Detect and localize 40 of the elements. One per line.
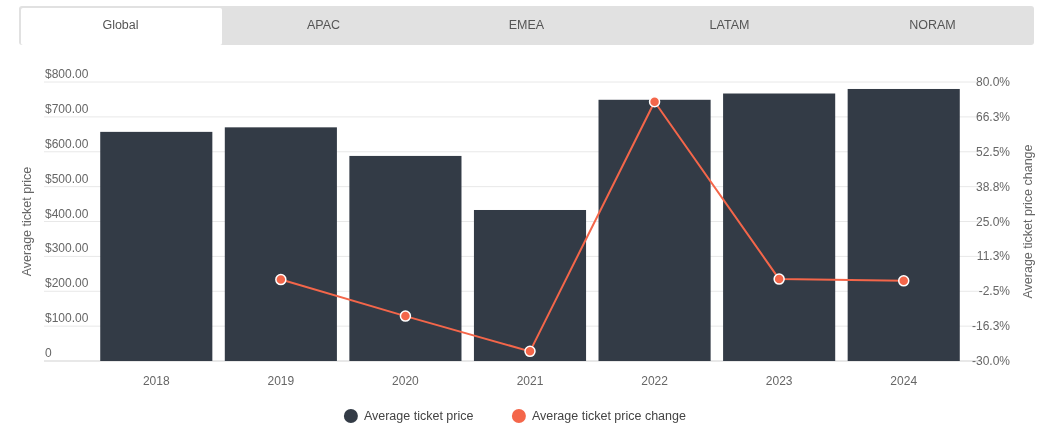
x-tick-label: 2019	[267, 374, 295, 388]
y2-tick-label: 11.3%	[976, 249, 1011, 264]
legend-label: Average ticket price	[363, 409, 474, 423]
x-tick-label: 2023	[765, 374, 793, 388]
y2-tick-label: 38.8%	[975, 179, 1011, 194]
y-tick-label: $200.00	[45, 276, 89, 291]
x-tick-label: 2024	[890, 374, 918, 388]
point	[773, 273, 785, 285]
point	[897, 275, 910, 287]
x-tick-label: 2021	[516, 374, 544, 388]
y-tick-label: 0	[45, 346, 52, 360]
y2-tick-label: -2.5%	[978, 284, 1011, 299]
y2-tick-label: 52.5%	[975, 144, 1011, 159]
text: Global	[102, 18, 139, 32]
text: NORAM	[909, 18, 956, 32]
text: APAC	[306, 18, 341, 32]
y2-tick-label: 80.0%	[975, 75, 1011, 89]
y-tick-label: $400.00	[45, 206, 89, 221]
point	[648, 96, 661, 108]
y-tick-label: $100.00	[45, 311, 89, 326]
point	[524, 345, 536, 358]
y2-axis-title: Average ticket price change	[1021, 144, 1035, 299]
y2-tick-label: -30.0%	[971, 354, 1011, 368]
text: EMEA	[508, 18, 545, 32]
y2-tick-label: 66.3%	[975, 109, 1011, 124]
y2-tick-label: -16.3%	[971, 319, 1011, 334]
y-tick-label: $600.00	[45, 136, 89, 151]
y-axis-title: Average ticket price	[20, 166, 34, 277]
point	[275, 273, 287, 286]
y-tick-label: $500.00	[45, 171, 89, 186]
x-tick-label: 2022	[641, 374, 669, 388]
point	[399, 310, 412, 322]
legend-label: Average ticket price change	[531, 409, 686, 423]
y-tick-label: $300.00	[45, 241, 89, 256]
text: LATAM	[709, 18, 750, 32]
y2-tick-label: 25.0%	[975, 214, 1011, 229]
y-tick-label: $700.00	[45, 101, 89, 116]
x-tick-label: 2020	[392, 374, 420, 388]
y-tick-label: $800.00	[45, 67, 89, 81]
x-tick-label: 2018	[142, 374, 170, 388]
